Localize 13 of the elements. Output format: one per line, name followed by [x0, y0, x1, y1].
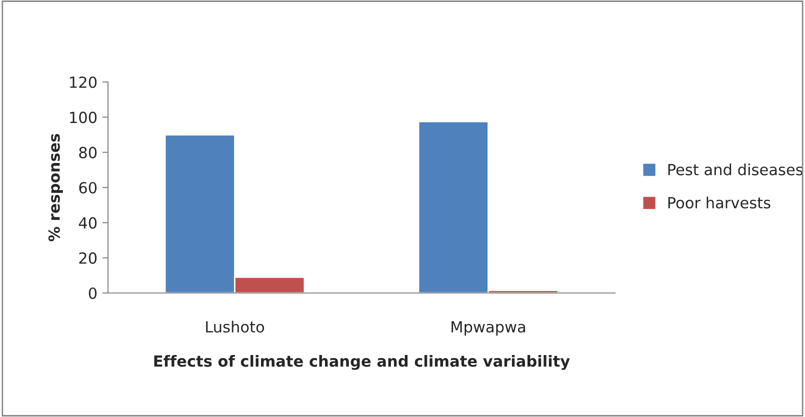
legend-label: Pest and diseases	[668, 164, 803, 176]
y-tick-label: 60	[79, 182, 97, 194]
y-tick-label: 0	[88, 287, 97, 300]
y-axis-title: % responses	[48, 134, 63, 242]
y-tick-label: 20	[79, 252, 97, 264]
x-tick-label: Mpwapwa	[452, 321, 526, 336]
legend-label: Poor harvests	[668, 196, 770, 208]
y-tick-label: 40	[78, 217, 97, 229]
x-tick-label: Lushoto	[206, 320, 264, 333]
x-axis-title: Effects of climate change and climate variability	[154, 355, 570, 370]
y-tick-label: 80	[79, 146, 97, 158]
y-tick-label: 120	[70, 76, 97, 88]
y-tick-label: 100	[70, 112, 97, 124]
